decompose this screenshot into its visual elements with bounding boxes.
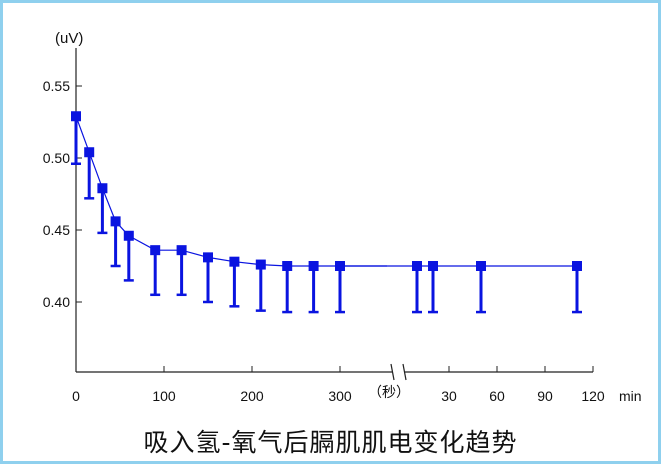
- data-point-marker: [71, 111, 81, 122]
- data-point-marker: [97, 183, 108, 194]
- x-unit-label-minutes: min: [619, 388, 642, 404]
- data-point-marker: [203, 252, 213, 263]
- data-point-marker: [255, 259, 266, 270]
- data-point-marker: [123, 230, 134, 241]
- y-axis-unit-label: (uV): [55, 30, 83, 47]
- x-tick-label: 300: [328, 388, 352, 404]
- y-tick-label: 0.50: [43, 150, 70, 166]
- axes: [75, 48, 594, 381]
- x-tick-label: 120: [581, 388, 605, 404]
- series-group: [71, 111, 582, 314]
- data-point-marker: [428, 261, 438, 271]
- x-tick-label: 200: [240, 388, 264, 404]
- chart-canvas: (uV) 0.40 0.45 0.50 0.55 0 100 200 300 （秒） 30 60 90 1…: [43, 30, 642, 404]
- tick-labels: (uV) 0.40 0.45 0.50 0.55 0 100 200 300 （秒） 30 60 90 1…: [43, 30, 642, 404]
- x-unit-label-seconds: （秒）: [368, 384, 410, 400]
- data-point-marker: [176, 245, 187, 256]
- series-line: [75, 115, 577, 267]
- y-tick-label: 0.45: [43, 222, 70, 238]
- x-tick-label: 0: [72, 388, 80, 404]
- axis-break-mark-left: [390, 363, 395, 381]
- axis-break-mark-right: [402, 363, 407, 381]
- x-tick-label: 30: [441, 388, 457, 404]
- data-point-marker: [282, 261, 293, 271]
- y-tick-label: 0.55: [43, 78, 70, 94]
- data-point-marker: [84, 147, 95, 158]
- data-point-marker: [150, 245, 161, 256]
- data-point-marker: [572, 261, 582, 271]
- y-tick-label: 0.40: [43, 294, 70, 310]
- data-point-marker: [308, 261, 319, 271]
- x-tick-label: 100: [152, 388, 176, 404]
- data-point-marker: [412, 261, 422, 271]
- data-point-marker: [229, 256, 240, 267]
- chart-caption: 吸入氢-氧气后膈肌肌电变化趋势: [143, 428, 518, 457]
- data-point-marker: [110, 216, 121, 227]
- x-tick-label: 60: [489, 388, 505, 404]
- data-point-marker: [476, 261, 486, 271]
- data-point-marker: [335, 261, 345, 271]
- x-tick-label: 90: [537, 388, 553, 404]
